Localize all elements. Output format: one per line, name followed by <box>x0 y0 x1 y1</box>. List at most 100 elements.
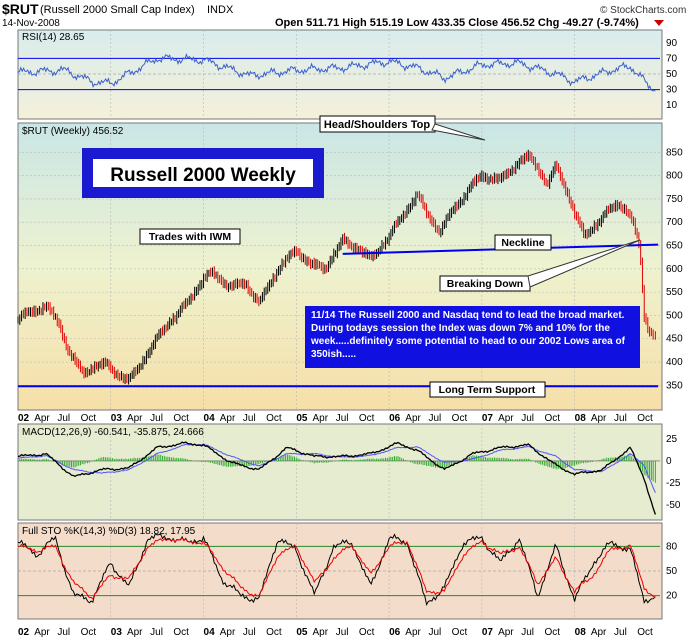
month-tick-label: Jul <box>428 413 441 424</box>
price-label: $RUT (Weekly) 456.52 <box>22 126 124 137</box>
month-tick-label: Jul <box>150 413 163 424</box>
year-tick-label: 07 <box>482 413 494 424</box>
stoch-tick-label: 50 <box>666 566 678 577</box>
month-tick-label: Apr <box>591 627 607 638</box>
down-arrow-icon <box>654 20 664 26</box>
rsi-panel <box>17 29 663 120</box>
chart-title: Russell 2000 Weekly <box>110 165 296 186</box>
month-tick-label: Jul <box>521 627 534 638</box>
axis-layer: 9070503010850800750700650600550500450400… <box>18 38 683 638</box>
price-tick-label: 850 <box>666 147 683 158</box>
year-tick-label: 07 <box>482 627 494 638</box>
support-label: Long Term Support <box>439 384 536 396</box>
macd-tick-label: -25 <box>666 478 681 489</box>
year-tick-label: 08 <box>575 413 587 424</box>
month-tick-label: Oct <box>173 413 189 424</box>
year-tick-label: 05 <box>296 413 308 424</box>
brand-credit: © StockCharts.com <box>600 5 686 16</box>
iwm-label-box <box>139 228 241 245</box>
price-tick-label: 500 <box>666 310 683 321</box>
iwm-label: Trades with IWM <box>149 231 232 243</box>
month-tick-label: Apr <box>591 413 607 424</box>
month-tick-label: Jul <box>336 627 349 638</box>
month-tick-label: Oct <box>637 413 653 424</box>
month-tick-label: Oct <box>637 627 653 638</box>
title-box-inner <box>93 159 313 187</box>
month-tick-label: Oct <box>81 413 97 424</box>
breaking-pointer <box>527 239 641 288</box>
year-tick-label: 06 <box>389 627 401 638</box>
macd-tick-label: 25 <box>666 434 678 445</box>
symbol: $RUT <box>2 1 39 17</box>
chart-date: 14-Nov-2008 <box>2 18 60 29</box>
month-tick-label: Oct <box>266 627 282 638</box>
price-tick-label: 350 <box>666 380 683 391</box>
stoch-layer <box>17 532 660 607</box>
stoch-tick-label: 80 <box>666 541 678 552</box>
month-tick-label: Jul <box>150 627 163 638</box>
price-tick-label: 400 <box>666 357 683 368</box>
month-tick-label: Apr <box>220 413 236 424</box>
rsi-tick-label: 50 <box>666 69 678 80</box>
year-tick-label: 02 <box>18 627 30 638</box>
year-tick-label: 03 <box>111 627 123 638</box>
macd-tick-label: -50 <box>666 500 681 511</box>
month-tick-label: Apr <box>313 627 329 638</box>
rsi-line <box>17 52 656 92</box>
macd-line <box>17 441 657 515</box>
year-tick-label: 04 <box>204 413 216 424</box>
support-label-box <box>429 381 546 398</box>
stoch-k-line <box>17 532 656 607</box>
rsi-tick-label: 30 <box>666 85 678 96</box>
ohlc-readout: Open 511.71 High 515.19 Low 433.35 Close… <box>275 17 639 29</box>
rsi-tick-label: 90 <box>666 38 678 49</box>
macd-tick-label: 0 <box>666 456 672 467</box>
month-tick-label: Apr <box>313 413 329 424</box>
price-tick-label: 800 <box>666 171 683 182</box>
month-tick-label: Jul <box>57 413 70 424</box>
month-tick-label: Jul <box>614 627 627 638</box>
year-tick-label: 04 <box>204 627 216 638</box>
month-tick-label: Apr <box>127 413 143 424</box>
hs-pointer <box>431 123 486 141</box>
month-tick-label: Oct <box>452 627 468 638</box>
stoch-label: Full STO %K(14,3) %D(3) 18.82, 17.95 <box>22 526 196 537</box>
year-tick-label: 02 <box>18 413 30 424</box>
rsi-layer <box>17 52 660 92</box>
neckline-label-box <box>494 234 552 251</box>
month-tick-label: Oct <box>544 413 560 424</box>
month-tick-label: Jul <box>243 627 256 638</box>
macd-panel <box>17 423 663 521</box>
month-tick-label: Jul <box>336 413 349 424</box>
hs-label: Head/Shoulders Top <box>324 119 430 131</box>
month-tick-label: Apr <box>498 627 514 638</box>
rsi-tick-label: 70 <box>666 53 678 64</box>
stoch-d-line <box>17 537 656 600</box>
commentary-note-wrapper: 11/14 The Russell 2000 and Nasdaq tend t… <box>305 306 640 368</box>
month-tick-label: Oct <box>359 413 375 424</box>
exchange: INDX <box>207 4 234 16</box>
month-tick-label: Apr <box>405 627 421 638</box>
month-tick-label: Apr <box>405 413 421 424</box>
month-tick-label: Oct <box>173 627 189 638</box>
rsi-tick-label: 10 <box>666 100 678 111</box>
month-tick-label: Apr <box>34 627 50 638</box>
month-tick-label: Apr <box>498 413 514 424</box>
macd-layer <box>17 441 657 515</box>
month-tick-label: Oct <box>359 627 375 638</box>
month-tick-label: Oct <box>452 413 468 424</box>
price-tick-label: 650 <box>666 241 683 252</box>
price-tick-label: 450 <box>666 334 683 345</box>
price-tick-label: 600 <box>666 264 683 275</box>
month-tick-label: Apr <box>220 627 236 638</box>
year-tick-label: 05 <box>296 627 308 638</box>
neckline-label: Neckline <box>501 237 544 249</box>
month-tick-label: Apr <box>34 413 50 424</box>
month-tick-label: Oct <box>544 627 560 638</box>
month-tick-label: Oct <box>266 413 282 424</box>
rsi-label: RSI(14) 28.65 <box>22 32 85 43</box>
macd-label: MACD(12,26,9) -60.541, -35.875, 24.666 <box>22 427 204 438</box>
month-tick-label: Oct <box>81 627 97 638</box>
stoch-tick-label: 20 <box>666 591 678 602</box>
